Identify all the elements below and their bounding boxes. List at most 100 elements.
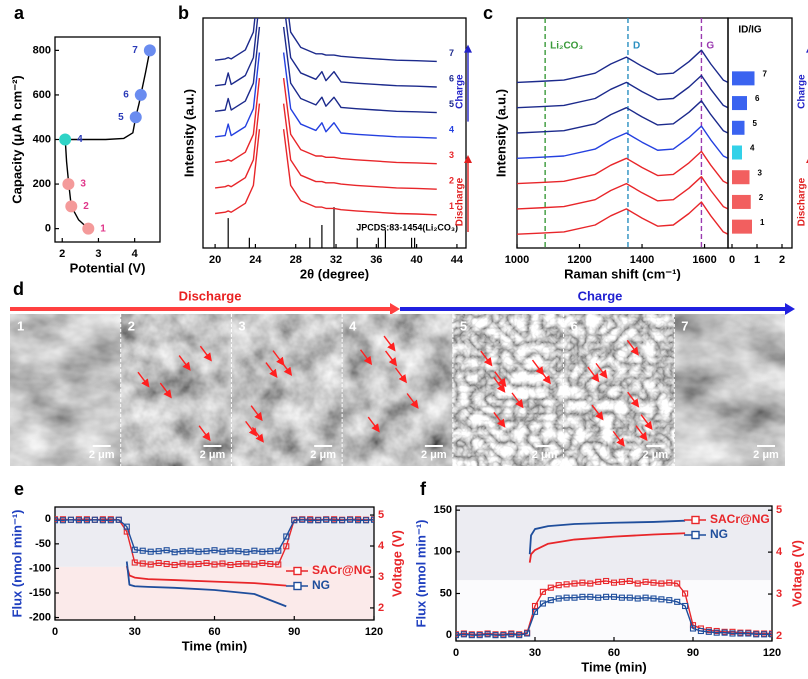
data-point xyxy=(99,517,106,524)
panel-label: c xyxy=(483,3,493,23)
tile-number: 2 xyxy=(128,318,135,333)
data-point xyxy=(315,517,322,524)
data-point xyxy=(131,559,138,566)
pointer-arrow xyxy=(385,350,398,367)
data-point xyxy=(259,548,266,555)
scale-bar-label: 2 μm xyxy=(89,449,115,461)
data-point xyxy=(259,559,266,567)
plot-area xyxy=(517,18,728,248)
pointer-arrow xyxy=(493,411,506,428)
data-point xyxy=(59,133,72,146)
y2-tick-label: 3 xyxy=(776,588,782,600)
pointer-arrow xyxy=(612,430,625,447)
x-tick-label: 1 xyxy=(754,254,760,266)
data-point xyxy=(587,593,594,600)
data-point xyxy=(555,595,562,602)
discharge-arrow xyxy=(10,303,400,315)
series-line xyxy=(528,532,686,563)
data-point xyxy=(203,548,210,555)
bar xyxy=(732,219,752,234)
data-point xyxy=(666,597,673,604)
discharge-label: Discharge xyxy=(179,288,242,303)
data-point xyxy=(129,111,142,124)
y-tick-label: -50 xyxy=(35,538,51,550)
series-line xyxy=(215,52,437,139)
data-point xyxy=(697,627,704,635)
data-point xyxy=(642,594,649,601)
data-point xyxy=(323,516,330,523)
annotation: Charge xyxy=(797,74,808,109)
x-tick-label: 0 xyxy=(729,254,735,266)
data-point xyxy=(682,590,689,597)
data-point xyxy=(267,560,274,568)
data-point xyxy=(134,88,147,101)
data-point xyxy=(713,629,720,636)
bar xyxy=(732,170,750,185)
pointer-arrow xyxy=(265,362,278,378)
pointer-arrow xyxy=(591,404,604,421)
y2-tick-label: 3 xyxy=(378,571,384,583)
x-tick-label: 3 xyxy=(95,248,101,260)
data-point xyxy=(626,594,633,601)
x-tick-label: 30 xyxy=(529,647,541,659)
inset-title: ID/IG xyxy=(738,25,762,36)
series-line xyxy=(125,561,287,608)
data-point xyxy=(75,517,82,524)
data-point xyxy=(460,631,467,638)
data-point xyxy=(147,561,154,568)
bar xyxy=(732,194,751,209)
bar-category: 5 xyxy=(753,119,758,128)
plot-shade xyxy=(55,507,374,567)
series-line xyxy=(528,519,686,555)
data-point xyxy=(476,632,483,639)
data-point xyxy=(339,517,346,524)
point-label: 3 xyxy=(80,179,86,190)
panel-d: d Discharge Charge 1 2 μm 2 2 μm 3 2 μm 4 2 μm 5… xyxy=(10,279,795,466)
data-point xyxy=(155,548,162,555)
y2-tick-label: 5 xyxy=(378,509,384,521)
y2-tick-label: 5 xyxy=(776,504,782,516)
x-tick-label: 2 xyxy=(779,254,785,266)
data-point xyxy=(531,608,539,615)
annotation-arrowhead xyxy=(464,155,472,163)
data-point xyxy=(354,517,362,524)
data-point xyxy=(107,517,114,524)
data-point xyxy=(179,548,186,555)
data-point xyxy=(203,559,210,567)
reference-line-label: Li₂CO₃ xyxy=(550,41,583,52)
data-point xyxy=(275,561,282,568)
x-tick-label: 1600 xyxy=(692,254,716,266)
series-label: 4 xyxy=(449,124,454,134)
series-line xyxy=(517,176,728,210)
data-point xyxy=(235,548,242,555)
panel-label: a xyxy=(14,3,25,23)
data-point xyxy=(737,630,744,637)
x-tick-label: 36 xyxy=(370,254,382,266)
y-tick-label: -200 xyxy=(29,611,51,623)
data-point xyxy=(251,561,258,568)
series-line xyxy=(517,201,728,235)
bar xyxy=(732,120,745,135)
annotation: Discharge xyxy=(455,177,466,226)
data-point xyxy=(768,631,772,638)
data-point xyxy=(115,516,122,523)
bar xyxy=(732,71,755,86)
sem-image xyxy=(342,314,453,466)
reference-line-label: D xyxy=(633,41,640,52)
pointer-arrow xyxy=(367,416,380,433)
pointer-arrow xyxy=(250,405,263,422)
tile-number: 7 xyxy=(681,318,688,333)
y-tick-label: -100 xyxy=(29,562,51,574)
data-point xyxy=(468,632,475,639)
y-tick-label: 0 xyxy=(446,629,452,641)
sem-image xyxy=(231,314,343,466)
y-tick-label: 0 xyxy=(45,513,51,525)
data-point xyxy=(484,631,491,638)
series-line xyxy=(215,18,437,63)
data-point xyxy=(283,533,290,540)
data-point xyxy=(456,632,460,639)
y-tick-label: 100 xyxy=(434,546,452,558)
data-point xyxy=(705,628,712,635)
data-point xyxy=(603,577,610,585)
point-label: 6 xyxy=(123,90,129,101)
